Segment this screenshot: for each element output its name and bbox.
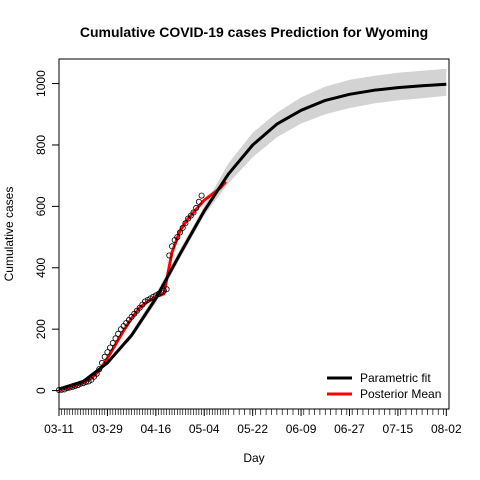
chart-title: Cumulative COVID-19 cases Prediction for… [80,24,428,40]
observed-point [190,209,197,216]
y-tick-label: 400 [34,257,48,277]
x-tick-label: 03-29 [92,422,123,436]
legend-label-parametric-fit: Parametric fit [360,371,431,385]
y-tick-label: 200 [34,319,48,339]
x-axis-label: Day [243,451,264,465]
x-tick-label: 05-04 [189,422,220,436]
y-tick-label: 1000 [34,70,48,97]
y-tick-label: 600 [34,196,48,216]
observed-point [163,286,170,293]
observed-points-layer [56,192,205,393]
series-layer [58,82,447,392]
observed-point [112,335,119,342]
observed-point [115,330,122,337]
x-tick-label: 05-22 [237,422,268,436]
series-line-parametric-fit [58,82,447,391]
x-axis: 03-11 03-29 04-16 05-04 05-22 06-09 06-27 07-15… [44,409,462,436]
observed-point [104,349,111,356]
x-tick-label: 06-27 [334,422,365,436]
legend-label-posterior-mean: Posterior Mean [360,387,441,401]
y-tick-label: 0 [34,387,48,394]
observed-point [176,229,183,236]
observed-point [166,252,173,259]
observed-point [193,204,200,211]
observed-point [82,378,89,385]
observed-point [174,234,181,241]
x-tick-label: 08-02 [431,422,462,436]
observed-point [77,380,84,387]
x-tick-label: 06-09 [286,422,317,436]
y-axis-label: Cumulative cases [2,187,16,282]
y-axis: 0 200 400 600 800 1000 [34,70,59,394]
observed-point [93,370,100,377]
observed-point [195,198,202,205]
observed-point [99,359,106,366]
x-tick-label: 07-15 [383,422,414,436]
x-tick-label: 03-11 [44,422,74,436]
observed-point [69,383,76,390]
legend: Parametric fit Posterior Mean [327,371,441,401]
prediction-band [59,68,447,390]
plot-frame [58,58,450,410]
observed-point [182,220,189,227]
confidence-band-layer [59,68,447,390]
observed-point [109,339,116,346]
observed-point [179,224,186,231]
observed-point [168,243,175,250]
observed-point [198,192,205,199]
observed-point [107,344,114,351]
x-tick-label: 04-16 [140,422,171,436]
observed-point [66,384,73,391]
series-line-posterior-mean [58,180,227,392]
y-tick-label: 800 [34,135,48,155]
observed-point [101,353,108,360]
observed-point [80,380,87,387]
observed-point [72,382,79,389]
observed-point [96,366,103,373]
